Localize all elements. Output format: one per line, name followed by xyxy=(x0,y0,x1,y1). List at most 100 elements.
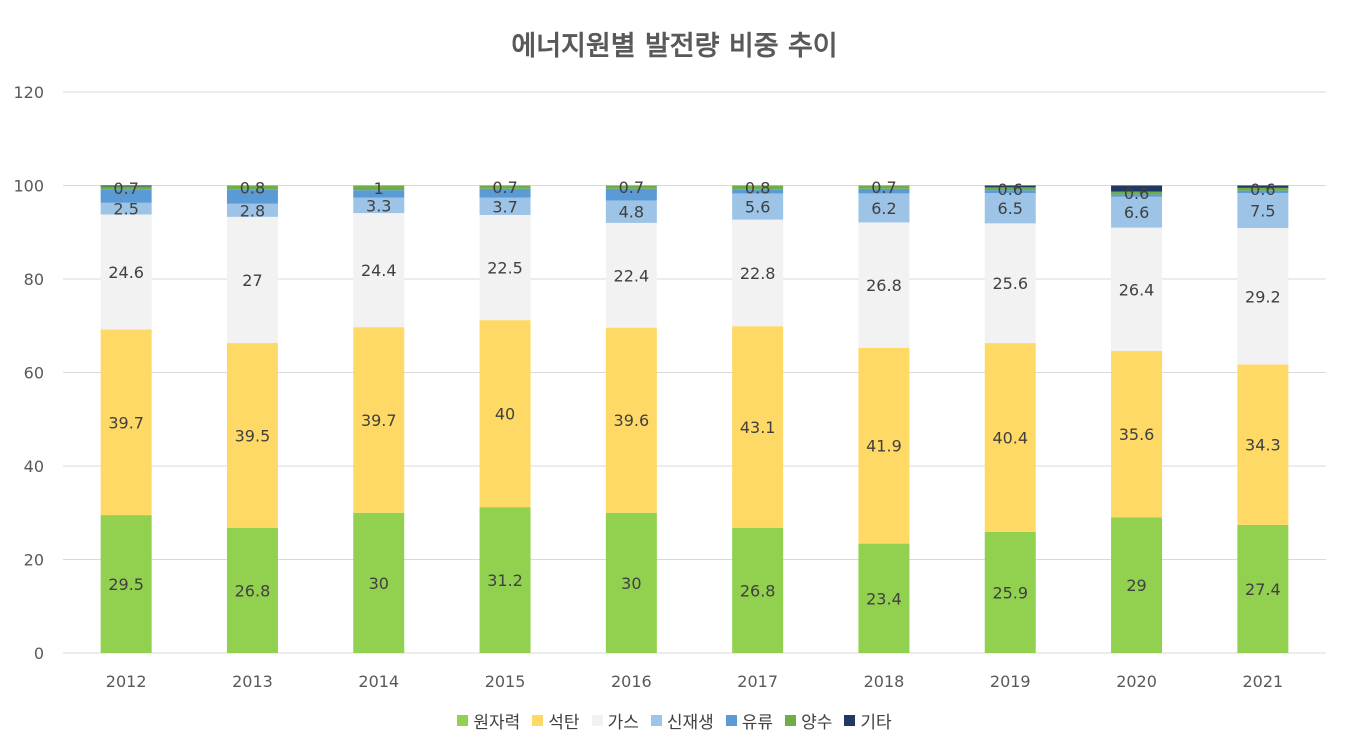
legend-label: 가스 xyxy=(607,713,639,733)
legend-label: 기타 xyxy=(860,713,892,733)
data-label: 27.4 xyxy=(1245,580,1281,599)
bar-segment xyxy=(858,347,910,544)
bar-segment xyxy=(732,185,784,190)
bar-segment xyxy=(984,223,1036,344)
bar-segment xyxy=(858,188,910,194)
bar-segment xyxy=(100,329,152,516)
data-label: 43.1 xyxy=(740,418,776,437)
bar-segment xyxy=(984,185,1036,188)
data-label: 30 xyxy=(621,574,641,593)
data-label: 25.6 xyxy=(992,274,1028,293)
data-label: 40 xyxy=(495,405,515,424)
data-label: 5.6 xyxy=(745,198,770,217)
data-label: 39.5 xyxy=(235,426,271,445)
bar-segment xyxy=(1111,185,1163,192)
bar-segment xyxy=(226,185,278,190)
data-label: 30 xyxy=(369,574,389,593)
bar-segment xyxy=(479,507,531,653)
data-label: 26.4 xyxy=(1119,280,1155,299)
legend-item: 신재생 xyxy=(650,708,714,733)
x-tick-label: 2015 xyxy=(485,672,526,691)
data-label: 6.5 xyxy=(998,199,1023,218)
bar-segment xyxy=(100,515,152,653)
data-label: 27 xyxy=(242,271,262,290)
bar-segment xyxy=(1237,185,1289,188)
bar-segment xyxy=(605,512,657,653)
y-tick-label: 100 xyxy=(13,177,44,196)
bar-segment xyxy=(1237,192,1289,229)
data-label: 39.6 xyxy=(614,411,650,430)
x-tick-label: 2013 xyxy=(232,672,273,691)
bar-segment xyxy=(605,200,657,223)
data-label: 4.8 xyxy=(619,203,644,222)
data-label: 22.4 xyxy=(614,266,650,285)
bar-segment xyxy=(353,197,405,214)
data-label: 26.8 xyxy=(740,581,776,600)
bar-segment xyxy=(732,189,784,194)
data-label: 7.5 xyxy=(1250,202,1275,221)
data-labels: 29.5 39.7 24.6 2.5 0.7 26.8 39.5 27 2.8 0.8 30 39.7… xyxy=(108,178,1280,608)
bar-segment xyxy=(1237,190,1289,193)
legend-item: 석탄 xyxy=(532,708,580,733)
bar-segment xyxy=(479,188,531,198)
bar-segment xyxy=(353,185,405,191)
bar-segment xyxy=(984,190,1036,193)
bar-segment xyxy=(984,343,1036,532)
data-label: 0.8 xyxy=(240,178,265,197)
bar-segment xyxy=(1111,191,1163,195)
data-label: 6.6 xyxy=(1124,203,1149,222)
bar-segment xyxy=(1111,227,1163,351)
legend-label: 유류 xyxy=(741,713,774,733)
legend-swatch xyxy=(844,715,856,726)
bar-segment xyxy=(226,216,278,344)
bar-segment xyxy=(100,185,152,187)
legend-item: 가스 xyxy=(591,708,639,733)
data-label: 6.2 xyxy=(871,199,896,218)
bar-segment xyxy=(732,193,784,220)
legend: 원자력 석탄 가스 신재생 유류 양수 기타 xyxy=(0,708,1349,733)
bar-segment xyxy=(1237,364,1289,525)
x-tick-label: 2012 xyxy=(106,672,147,691)
data-label: 41.9 xyxy=(866,437,902,456)
bar-segment xyxy=(226,203,278,217)
y-tick-label: 40 xyxy=(24,457,44,476)
bar-segment xyxy=(100,186,152,190)
bar-segment xyxy=(732,219,784,327)
bar-segment xyxy=(1237,524,1289,653)
bar-segment xyxy=(353,327,405,513)
data-label: 22.5 xyxy=(487,259,523,278)
bar-segment xyxy=(605,185,657,189)
chart-title: 에너지원별 발전량 비중 추이 xyxy=(511,31,838,62)
data-label: 0.7 xyxy=(871,178,896,197)
data-label: 0.6 xyxy=(998,180,1023,199)
bar-segment xyxy=(858,222,910,348)
legend-item: 기타 xyxy=(844,708,892,733)
data-label: 26.8 xyxy=(235,581,271,600)
bar-segment xyxy=(858,543,910,653)
legend-label: 양수 xyxy=(801,713,833,733)
legend-item: 양수 xyxy=(785,708,832,733)
bar-segment xyxy=(353,190,405,198)
bar-segment xyxy=(353,213,405,328)
bar-segment xyxy=(226,527,278,653)
data-label: 34.3 xyxy=(1245,436,1281,455)
legend-item: 유류 xyxy=(725,708,774,733)
bar-segment xyxy=(226,343,278,528)
data-label: 0.7 xyxy=(113,179,138,198)
legend-label: 석탄 xyxy=(548,713,580,733)
x-tick-label: 2014 xyxy=(358,672,399,691)
data-label: 24.4 xyxy=(361,261,397,280)
legend-label: 신재생 xyxy=(666,713,714,733)
bar-segment xyxy=(479,185,531,189)
bar-segment xyxy=(605,188,657,201)
bars xyxy=(100,185,1289,653)
bar-segment xyxy=(984,187,1036,191)
data-label: 22.8 xyxy=(740,264,776,283)
legend-swatch xyxy=(650,715,662,726)
data-label: 29 xyxy=(1126,576,1146,595)
bar-segment xyxy=(1111,350,1163,518)
bar-segment xyxy=(479,320,531,508)
data-label: 0.7 xyxy=(492,178,517,197)
bar-segment xyxy=(984,531,1036,653)
bar-segment xyxy=(1237,187,1289,191)
